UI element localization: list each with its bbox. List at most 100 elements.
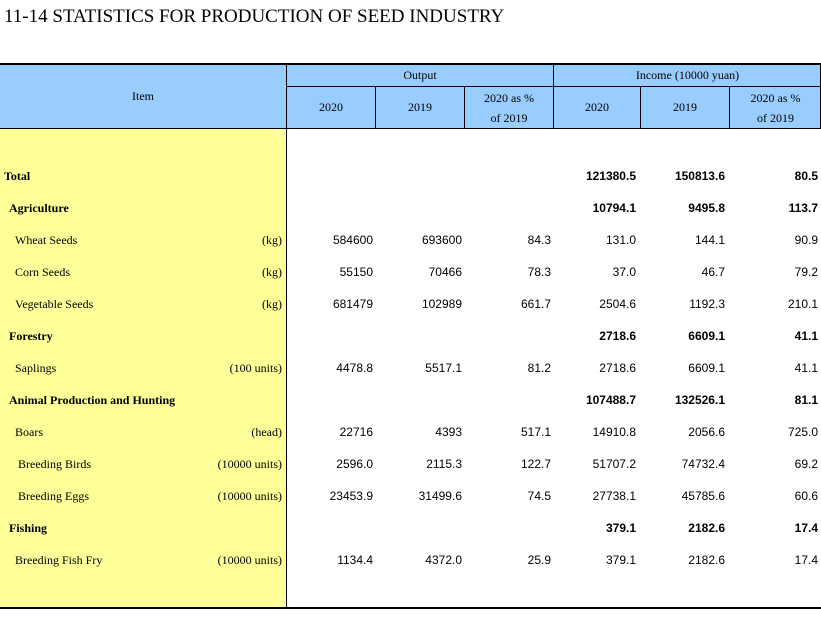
row-label: Wheat Seeds xyxy=(15,233,78,247)
income-2020-cell: 14910.8 xyxy=(592,425,636,439)
income-2020-cell: 2718.6 xyxy=(599,329,636,343)
row-label: Vegetable Seeds xyxy=(15,297,94,311)
income-pct-cell: 113.7 xyxy=(788,201,818,215)
header-output-2020-label: 2020 xyxy=(319,100,343,114)
table-row-total: Total 121380.5 150813.6 80.5 xyxy=(0,160,821,192)
table-row-fishing: Fishing 379.1 2182.6 17.4 xyxy=(0,512,821,544)
header-output-2020: 2020 xyxy=(287,87,375,128)
output-2019-cell: 5517.1 xyxy=(425,361,462,375)
row-label: Breeding Birds xyxy=(18,457,91,471)
income-pct-cell: 41.1 xyxy=(794,361,818,375)
header-output-2019-label: 2019 xyxy=(408,100,432,114)
output-2020-cell: 22716 xyxy=(339,425,373,439)
income-2020-cell: 10794.1 xyxy=(592,201,636,215)
header-income-pct-line1: 2020 as % xyxy=(750,90,801,105)
output-pct-cell: 661.7 xyxy=(520,297,551,311)
output-2020-cell: 681479 xyxy=(332,297,373,311)
income-2019-cell: 6609.1 xyxy=(688,361,725,375)
output-2019-cell: 693600 xyxy=(421,233,462,247)
output-2019-cell: 4393 xyxy=(435,425,462,439)
income-pct-cell: 81.1 xyxy=(794,393,818,407)
table-bottom-border xyxy=(0,607,821,609)
row-label: Forestry xyxy=(9,329,53,343)
header-income-2019-label: 2019 xyxy=(673,100,697,114)
output-pct-cell: 78.3 xyxy=(527,265,551,279)
unit-label: (10000 units) xyxy=(217,457,282,471)
item-column-background xyxy=(0,129,286,607)
header-income-2020: 2020 xyxy=(554,87,640,128)
unit-label: (head) xyxy=(251,425,282,439)
output-pct-cell: 122.7 xyxy=(520,457,551,471)
income-2019-cell: 150813.6 xyxy=(674,169,725,183)
row-label: Corn Seeds xyxy=(15,265,70,279)
header-income-2019: 2019 xyxy=(641,87,729,128)
income-pct-cell: 60.6 xyxy=(794,489,818,503)
unit-label: (kg) xyxy=(262,297,282,311)
output-2020-cell: 2596.0 xyxy=(336,457,373,471)
income-2020-cell: 379.1 xyxy=(605,553,636,567)
income-2019-cell: 46.7 xyxy=(701,265,725,279)
table-row: Saplings (100 units) 4478.8 5517.1 81.2 … xyxy=(0,352,821,384)
table-row: Breeding Fish Fry (10000 units) 1134.4 4… xyxy=(0,544,821,576)
item-column-divider xyxy=(286,64,287,608)
row-label: Animal Production and Hunting xyxy=(9,393,176,407)
income-2019-cell: 9495.8 xyxy=(688,201,725,215)
table-row: Breeding Eggs (10000 units) 23453.9 3149… xyxy=(0,480,821,512)
income-2019-cell: 2182.6 xyxy=(688,553,725,567)
income-2020-cell: 121380.5 xyxy=(585,169,636,183)
income-pct-cell: 41.1 xyxy=(794,329,818,343)
income-pct-cell: 210.1 xyxy=(787,297,818,311)
income-2020-cell: 107488.7 xyxy=(585,393,636,407)
table-row: Corn Seeds (kg) 55150 70466 78.3 37.0 46… xyxy=(0,256,821,288)
page-title: 11-14 STATISTICS FOR PRODUCTION OF SEED … xyxy=(4,6,505,27)
header-output: Output xyxy=(287,64,553,87)
header-income: Income (10000 yuan) xyxy=(554,64,821,87)
income-pct-cell: 725.0 xyxy=(787,425,818,439)
header-income-pct-line2: of 2019 xyxy=(757,110,794,125)
header-output-pct: 2020 as % of 2019 xyxy=(465,87,553,128)
header-output-pct-line1: 2020 as % xyxy=(484,90,534,105)
income-2020-cell: 379.1 xyxy=(605,521,636,535)
income-pct-cell: 80.5 xyxy=(794,169,818,183)
output-2019-cell: 31499.6 xyxy=(418,489,462,503)
header-divider xyxy=(729,87,730,128)
header-bottom-border xyxy=(0,128,821,129)
income-2019-cell: 1192.3 xyxy=(689,297,725,311)
header-output-pct-line2: of 2019 xyxy=(490,110,528,125)
output-2019-cell: 4372.0 xyxy=(425,553,462,567)
row-label: Saplings xyxy=(15,361,57,375)
output-2020-cell: 1134.4 xyxy=(337,553,373,567)
income-pct-cell: 17.4 xyxy=(794,521,818,535)
row-label: Total xyxy=(4,169,31,183)
table-row-agriculture: Agriculture 10794.1 9495.8 113.7 xyxy=(0,192,821,224)
table-row: Vegetable Seeds (kg) 681479 102989 661.7… xyxy=(0,288,821,320)
income-2020-cell: 131.0 xyxy=(605,233,636,247)
income-2020-cell: 2718.6 xyxy=(599,361,636,375)
unit-label: (100 units) xyxy=(229,361,282,375)
output-pct-cell: 517.1 xyxy=(520,425,551,439)
output-pct-cell: 25.9 xyxy=(527,553,551,567)
income-pct-cell: 90.9 xyxy=(794,233,818,247)
income-2019-cell: 6609.1 xyxy=(688,329,725,343)
table-row: Boars (head) 22716 4393 517.1 14910.8 20… xyxy=(0,416,821,448)
header-output-2019: 2019 xyxy=(376,87,464,128)
income-2019-cell: 132526.1 xyxy=(674,393,725,407)
income-2019-cell: 2056.6 xyxy=(688,425,725,439)
income-2019-cell: 2182.6 xyxy=(688,521,725,535)
header-divider xyxy=(464,87,465,128)
output-pct-cell: 74.5 xyxy=(527,489,551,503)
group-divider xyxy=(553,64,554,128)
income-2019-cell: 144.1 xyxy=(694,233,725,247)
row-label: Fishing xyxy=(9,521,48,535)
income-pct-cell: 69.2 xyxy=(794,457,818,471)
table-row-animal-production: Animal Production and Hunting 107488.7 1… xyxy=(0,384,821,416)
table-row-forestry: Forestry 2718.6 6609.1 41.1 xyxy=(0,320,821,352)
unit-label: (kg) xyxy=(262,233,282,247)
income-2019-cell: 74732.4 xyxy=(681,457,725,471)
unit-label: (10000 units) xyxy=(217,489,282,503)
header-divider xyxy=(640,87,641,128)
header-income-pct: 2020 as % of 2019 xyxy=(730,87,821,128)
table-row: Breeding Birds (10000 units) 2596.0 2115… xyxy=(0,448,821,480)
income-2020-cell: 2504.6 xyxy=(599,297,636,311)
output-2019-cell: 102989 xyxy=(421,297,462,311)
